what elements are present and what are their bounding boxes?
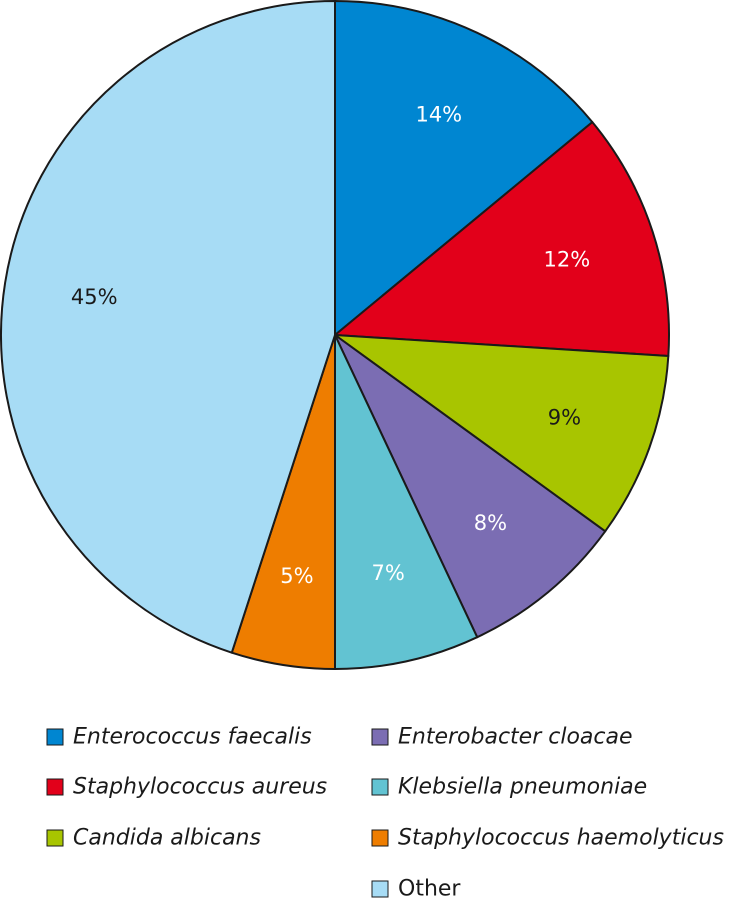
legend-label: Staphylococcus haemolyticus bbox=[398, 826, 724, 851]
pie-slice-enterobacter-cloacae bbox=[334, 334, 607, 639]
pie-slices bbox=[0, 0, 670, 670]
legend-item: Staphylococcus haemolyticus bbox=[371, 826, 724, 851]
legend-swatch bbox=[46, 829, 64, 847]
pie-slice-other bbox=[0, 0, 336, 654]
legend-label: Enterococcus faecalis bbox=[73, 725, 312, 750]
legend-swatch bbox=[371, 728, 389, 746]
legend-swatch bbox=[46, 728, 64, 746]
pie-slice-klebsiella-pneumoniae bbox=[334, 334, 479, 670]
legend-swatch bbox=[371, 829, 389, 847]
legend-label: Candida albicans bbox=[73, 826, 261, 851]
pie-slice-candida-albicans bbox=[334, 334, 670, 533]
pie-slice-staphylococcus-aureus bbox=[334, 121, 670, 357]
slice-value-label: 7% bbox=[372, 561, 405, 585]
legend: Enterococcus faecalis Staphylococcus aure… bbox=[46, 725, 724, 901]
legend-item: Enterococcus faecalis bbox=[46, 725, 312, 750]
legend-item: Klebsiella pneumoniae bbox=[371, 775, 647, 800]
legend-label: Klebsiella pneumoniae bbox=[398, 775, 647, 800]
slice-value-label: 8% bbox=[474, 511, 507, 535]
legend-item: Candida albicans bbox=[46, 826, 261, 851]
legend-label: Enterobacter cloacae bbox=[398, 725, 633, 750]
legend-item: Staphylococcus aureus bbox=[46, 775, 327, 800]
slice-value-label: 9% bbox=[548, 406, 581, 430]
legend-swatch bbox=[46, 778, 64, 796]
slice-value-label: 14% bbox=[415, 102, 462, 126]
slice-value-label: 5% bbox=[280, 564, 313, 588]
legend-swatch bbox=[371, 880, 389, 898]
legend-swatch bbox=[371, 778, 389, 796]
pie-slice-enterococcus-faecalis bbox=[334, 0, 594, 336]
slice-value-label: 12% bbox=[544, 248, 591, 272]
slice-value-label: 45% bbox=[71, 285, 118, 309]
pie-slice-labels: 14% 12% 9% 8% 7% 5% 45% bbox=[71, 102, 590, 587]
legend-label: Staphylococcus aureus bbox=[73, 775, 327, 800]
legend-item: Enterobacter cloacae bbox=[371, 725, 633, 750]
legend-label: Other bbox=[398, 877, 461, 901]
legend-item: Other bbox=[371, 877, 461, 901]
